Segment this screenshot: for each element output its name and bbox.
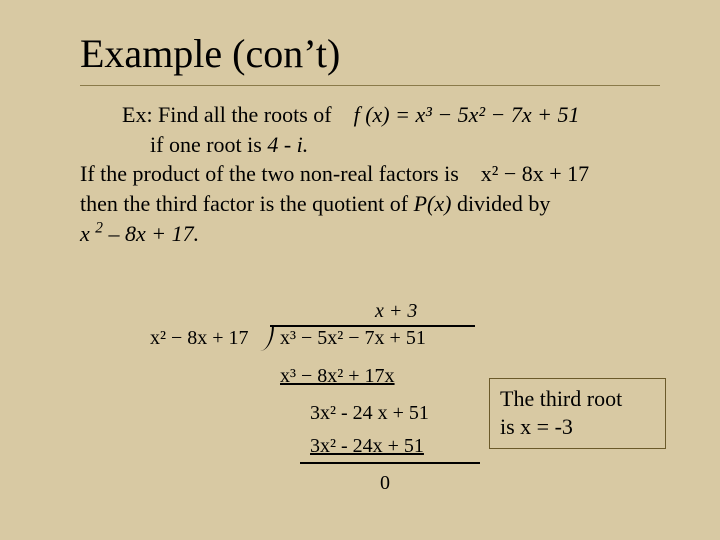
line-4: then the third factor is the quotient of…	[80, 189, 660, 219]
ld-dividend: x³ − 5x² − 7x + 51	[280, 327, 426, 350]
body-text: Ex: Find all the roots of f (x) = x³ − 5…	[80, 100, 660, 248]
line-1: Ex: Find all the roots of f (x) = x³ − 5…	[122, 100, 660, 130]
px-text: P(x)	[414, 191, 452, 216]
ld-quotient: x + 3	[375, 300, 417, 323]
answer-box: The third root is x = -3	[489, 378, 666, 449]
ld-sub2: 3x² - 24x + 51	[310, 435, 424, 458]
slide: Example (con’t) Ex: Find all the roots o…	[0, 0, 720, 540]
slide-title: Example (con’t)	[80, 30, 660, 77]
line-1-text: Ex: Find all the roots of	[122, 102, 332, 127]
ld-mid1: 3x² - 24 x + 51	[310, 402, 429, 425]
answer-line-1: The third root	[500, 385, 655, 413]
line-4a-text: then the third factor is the quotient of	[80, 191, 414, 216]
answer-line-2: is x = -3	[500, 413, 655, 441]
ld-divisor: x² − 8x + 17	[150, 327, 249, 350]
title-rule	[80, 85, 660, 86]
line-4b-text: divided by	[451, 191, 550, 216]
line-2: if one root is 4 - i.	[122, 130, 660, 160]
line-5-text: x 2 – 8x + 17.	[80, 221, 199, 246]
line-3-text: If the product of the two non-real facto…	[80, 161, 459, 186]
ld-sub1: x³ − 8x² + 17x	[280, 365, 395, 388]
known-root: 4 - i.	[267, 132, 308, 157]
line-5: x 2 – 8x + 17.	[80, 219, 660, 249]
line-3: If the product of the two non-real facto…	[80, 159, 660, 189]
ld-remainder: 0	[380, 472, 390, 495]
fx-expression: f (x) = x³ − 5x² − 7x + 51	[354, 102, 580, 127]
ld-bracket	[258, 325, 274, 351]
quad-expression: x² − 8x + 17	[481, 161, 589, 186]
line-2-text: if one root is	[150, 132, 267, 157]
ld-bar2	[300, 462, 480, 465]
